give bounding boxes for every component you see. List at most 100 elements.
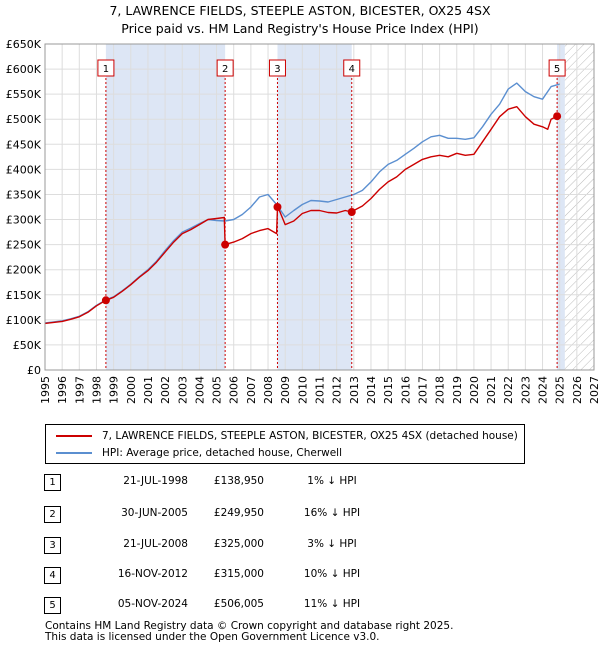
x-tick-label: 2009 [279, 376, 292, 404]
footer-copyright: Contains HM Land Registry data © Crown c… [45, 620, 454, 632]
transaction-hpi: 16% ↓ HPI [303, 507, 361, 519]
y-tick-label: £350K [6, 188, 42, 201]
x-tick-label: 2008 [262, 376, 275, 404]
sale-marker [347, 208, 356, 217]
transaction-number: 1 [44, 474, 61, 491]
x-tick-label: 2000 [125, 376, 138, 404]
sale-marker [101, 296, 110, 305]
y-tick-label: £600K [6, 63, 42, 76]
x-tick-label: 2013 [348, 376, 361, 404]
x-tick-label: 1999 [108, 376, 121, 404]
x-tick-label: 2027 [588, 376, 600, 404]
x-tick-label: 2018 [434, 376, 447, 404]
table-row: 3 21-JUL-2008 £325,000 3% ↓ HPI [0, 537, 600, 557]
x-tick-label: 2015 [382, 376, 395, 404]
x-tick-label: 1995 [39, 376, 52, 404]
chart-subtitle: Price paid vs. HM Land Registry's House … [121, 21, 479, 36]
x-tick-label: 2006 [228, 376, 241, 404]
transaction-number: 5 [44, 597, 61, 614]
transaction-price: £506,005 [213, 598, 264, 610]
plot-frame [44, 43, 595, 371]
transaction-hpi: 3% ↓ HPI [307, 538, 357, 550]
transaction-price: £315,000 [213, 568, 264, 580]
transaction-price: £325,000 [213, 538, 264, 550]
x-tick-label: 2019 [451, 376, 464, 404]
sale-number-box [268, 59, 286, 77]
footer: Contains HM Land Registry data © Crown c… [45, 621, 453, 643]
legend: 7, LAWRENCE FIELDS, STEEPLE ASTON, BICES… [45, 424, 525, 464]
x-tick-label: 1996 [56, 376, 69, 404]
y-tick-label: £100K [6, 314, 42, 327]
y-tick-label: £300K [6, 214, 42, 227]
transaction-price: £138,950 [213, 475, 264, 487]
shaded-period [557, 44, 565, 370]
transaction-number: 3 [44, 537, 61, 554]
x-tick-label: 2025 [554, 376, 567, 404]
y-tick-label: £250K [6, 239, 42, 252]
transaction-hpi: 1% ↓ HPI [307, 475, 357, 487]
y-tick-label: £500K [6, 113, 42, 126]
y-tick-label: £150K [6, 289, 42, 302]
sale-number-label: 5 [554, 64, 560, 75]
y-tick-label: £200K [6, 264, 42, 277]
price-chart: 1 2 3 4 5 £0 £50K £100K £150K £200K £250K £300K £35… [6, 38, 600, 404]
property-price-line [44, 105, 560, 325]
sale-number-label: 2 [222, 64, 228, 75]
table-row: 4 16-NOV-2012 £315,000 10% ↓ HPI [0, 567, 600, 587]
footer-licence: This data is licensed under the Open Gov… [45, 631, 380, 643]
x-tick-label: 2012 [331, 376, 344, 404]
x-tick-label: 1997 [73, 376, 86, 404]
table-row: 5 05-NOV-2024 £506,005 11% ↓ HPI [0, 597, 600, 617]
sale-number-box [343, 59, 361, 77]
transaction-date: 16-NOV-2012 [117, 568, 188, 580]
y-tick-label: £0 [27, 364, 41, 377]
future-hatch [564, 44, 594, 370]
transaction-date: 05-NOV-2024 [117, 598, 188, 610]
x-tick-label: 2016 [399, 376, 412, 404]
x-tick-label: 2023 [519, 376, 532, 404]
x-tick-label: 2002 [159, 376, 172, 404]
transaction-number: 4 [44, 567, 61, 584]
transaction-date: 21-JUL-2008 [123, 538, 188, 550]
x-tick-label: 2020 [468, 376, 481, 404]
y-tick-label: £550K [6, 88, 42, 101]
x-tick-label: 2024 [537, 376, 550, 404]
x-tick-label: 2021 [485, 376, 498, 404]
shaded-period [277, 44, 352, 370]
chart-title: 7, LAWRENCE FIELDS, STEEPLE ASTON, BICES… [109, 3, 491, 18]
x-tick-label: 2011 [314, 376, 327, 404]
x-tick-label: 1998 [90, 376, 103, 404]
sale-number-box [548, 59, 566, 77]
legend-red-swatch [56, 435, 92, 437]
x-tick-label: 2004 [193, 376, 206, 404]
table-row: 2 30-JUN-2005 £249,950 16% ↓ HPI [0, 506, 600, 526]
legend-blue-swatch [56, 452, 92, 454]
transaction-hpi: 11% ↓ HPI [303, 598, 361, 610]
x-tick-label: 2007 [245, 376, 258, 404]
sale-number-box [216, 59, 234, 77]
sale-number-label: 3 [274, 64, 280, 75]
legend-item-hpi: HPI: Average price, detached house, Cher… [56, 446, 342, 460]
x-tick-label: 2022 [502, 376, 515, 404]
x-tick-label: 2026 [571, 376, 584, 404]
sale-number-box [97, 59, 115, 77]
transaction-date: 30-JUN-2005 [121, 507, 188, 519]
table-row: 1 21-JUL-1998 £138,950 1% ↓ HPI [0, 474, 600, 494]
transaction-number: 2 [44, 506, 61, 523]
x-tick-label: 2005 [211, 376, 224, 404]
x-tick-label: 2001 [142, 376, 155, 404]
legend-label-property: 7, LAWRENCE FIELDS, STEEPLE ASTON, BICES… [102, 430, 518, 442]
y-tick-label: £450K [6, 138, 42, 151]
y-tick-label: £650K [6, 38, 42, 51]
transaction-hpi: 10% ↓ HPI [303, 568, 361, 580]
legend-item-property: 7, LAWRENCE FIELDS, STEEPLE ASTON, BICES… [56, 429, 518, 443]
sale-marker [553, 112, 562, 121]
y-tick-label: £50K [13, 339, 42, 352]
x-tick-label: 2010 [296, 376, 309, 404]
transaction-price: £249,950 [213, 507, 264, 519]
y-tick-label: £400K [6, 163, 42, 176]
x-tick-label: 2014 [365, 376, 378, 404]
transaction-date: 21-JUL-1998 [123, 475, 188, 487]
sale-marker [221, 240, 230, 249]
sale-number-label: 4 [349, 64, 355, 75]
